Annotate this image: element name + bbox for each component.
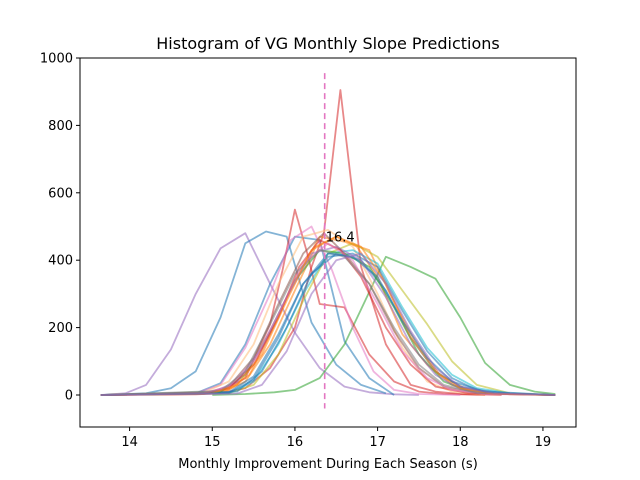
series-line-11 [100, 242, 556, 396]
y-axis-ticks: 0 200 400 600 800 1000 [40, 52, 80, 403]
plot-frame [79, 57, 577, 428]
series-line-5 [100, 89, 502, 396]
series-lines [100, 89, 556, 396]
series-line-2 [100, 230, 387, 396]
series-line-20 [100, 249, 556, 396]
y-tick-label: 800 [48, 119, 73, 134]
series-line-10 [100, 228, 486, 396]
x-tick-label: 14 [121, 435, 138, 450]
series-line-21 [100, 235, 556, 396]
x-tick-label: 19 [535, 435, 552, 450]
x-tick-label: 17 [369, 435, 386, 450]
x-axis-ticks: 14 15 16 17 18 19 [121, 427, 551, 450]
y-tick-label: 1000 [40, 52, 73, 67]
series-line-17 [100, 245, 556, 396]
chart-title: Histogram of VG Monthly Slope Prediction… [156, 34, 499, 53]
series-line-23 [100, 252, 556, 396]
series-line-4 [212, 255, 556, 396]
y-tick-label: 0 [65, 388, 73, 403]
mean-label: 16.4 [326, 231, 355, 246]
x-axis-label: Monthly Improvement During Each Season (… [178, 457, 478, 472]
mean-marker: 16.4 [323, 73, 355, 409]
y-tick-label: 600 [48, 186, 73, 201]
x-tick-label: 16 [287, 435, 304, 450]
x-tick-label: 15 [204, 435, 221, 450]
series-line-19 [100, 242, 556, 396]
series-line-1 [100, 232, 419, 396]
x-tick-label: 18 [452, 435, 469, 450]
y-tick-label: 400 [48, 254, 73, 269]
y-tick-label: 200 [48, 321, 73, 336]
